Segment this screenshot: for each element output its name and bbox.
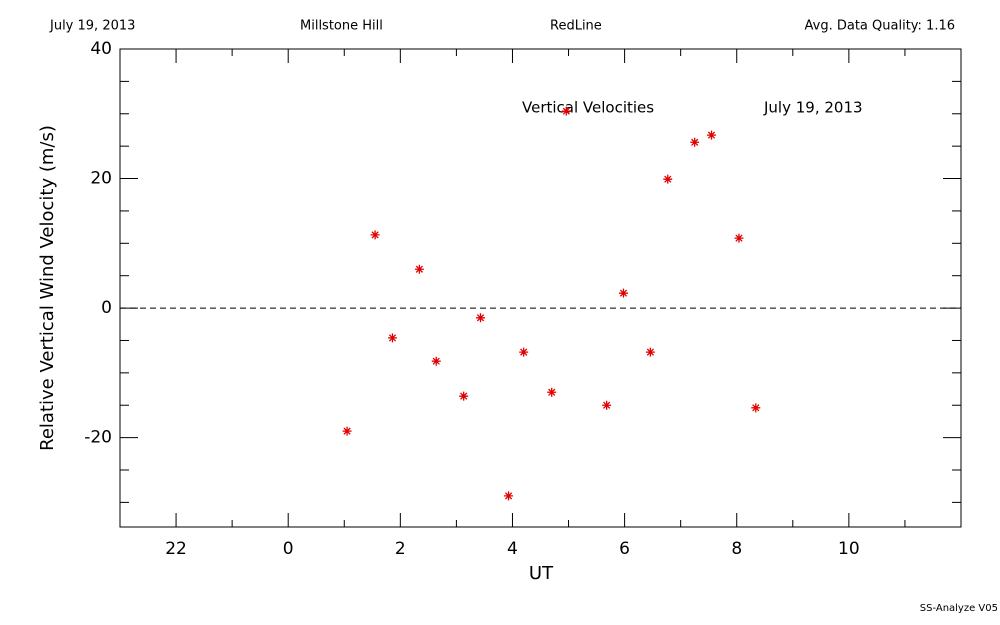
point xyxy=(459,391,469,401)
y-tick-label: 0 xyxy=(101,298,112,318)
x-tick-label: 10 xyxy=(838,539,860,559)
x-tick-label: 8 xyxy=(731,539,742,559)
point xyxy=(734,233,744,243)
point xyxy=(342,426,352,436)
point xyxy=(663,174,673,184)
header-quality: Avg. Data Quality: 1.16 xyxy=(805,19,955,34)
plot-frame xyxy=(119,48,962,528)
y-tick-label: 40 xyxy=(90,39,112,59)
point xyxy=(618,288,628,298)
header-date: July 19, 2013 xyxy=(49,19,135,34)
x-tick-label: 4 xyxy=(507,539,518,559)
x-tick-label: 22 xyxy=(165,539,187,559)
point xyxy=(751,403,761,413)
point xyxy=(370,230,380,240)
point xyxy=(476,313,486,323)
x-tick-label: 2 xyxy=(395,539,406,559)
x-axis-label: UT xyxy=(529,563,554,584)
point xyxy=(431,356,441,366)
point xyxy=(504,491,514,501)
x-tick-label: 6 xyxy=(619,539,630,559)
y-tick-label: 20 xyxy=(90,169,112,189)
annotation: Vertical Velocities xyxy=(522,99,654,117)
point xyxy=(519,347,529,357)
y-tick-label: -20 xyxy=(84,428,112,448)
point xyxy=(387,333,397,343)
point xyxy=(547,387,557,397)
point xyxy=(414,264,424,274)
point xyxy=(561,106,571,116)
annotation: July 19, 2013 xyxy=(763,99,863,117)
point xyxy=(707,130,717,140)
point xyxy=(645,347,655,357)
point xyxy=(690,137,700,147)
header-site: Millstone Hill xyxy=(300,19,383,34)
header-line: RedLine xyxy=(550,19,602,34)
footer: SS-Analyze V05 xyxy=(920,603,998,614)
x-tick-label: 0 xyxy=(283,539,294,559)
y-axis-label: Relative Vertical Wind Velocity (m/s) xyxy=(37,125,58,451)
point xyxy=(602,400,612,410)
